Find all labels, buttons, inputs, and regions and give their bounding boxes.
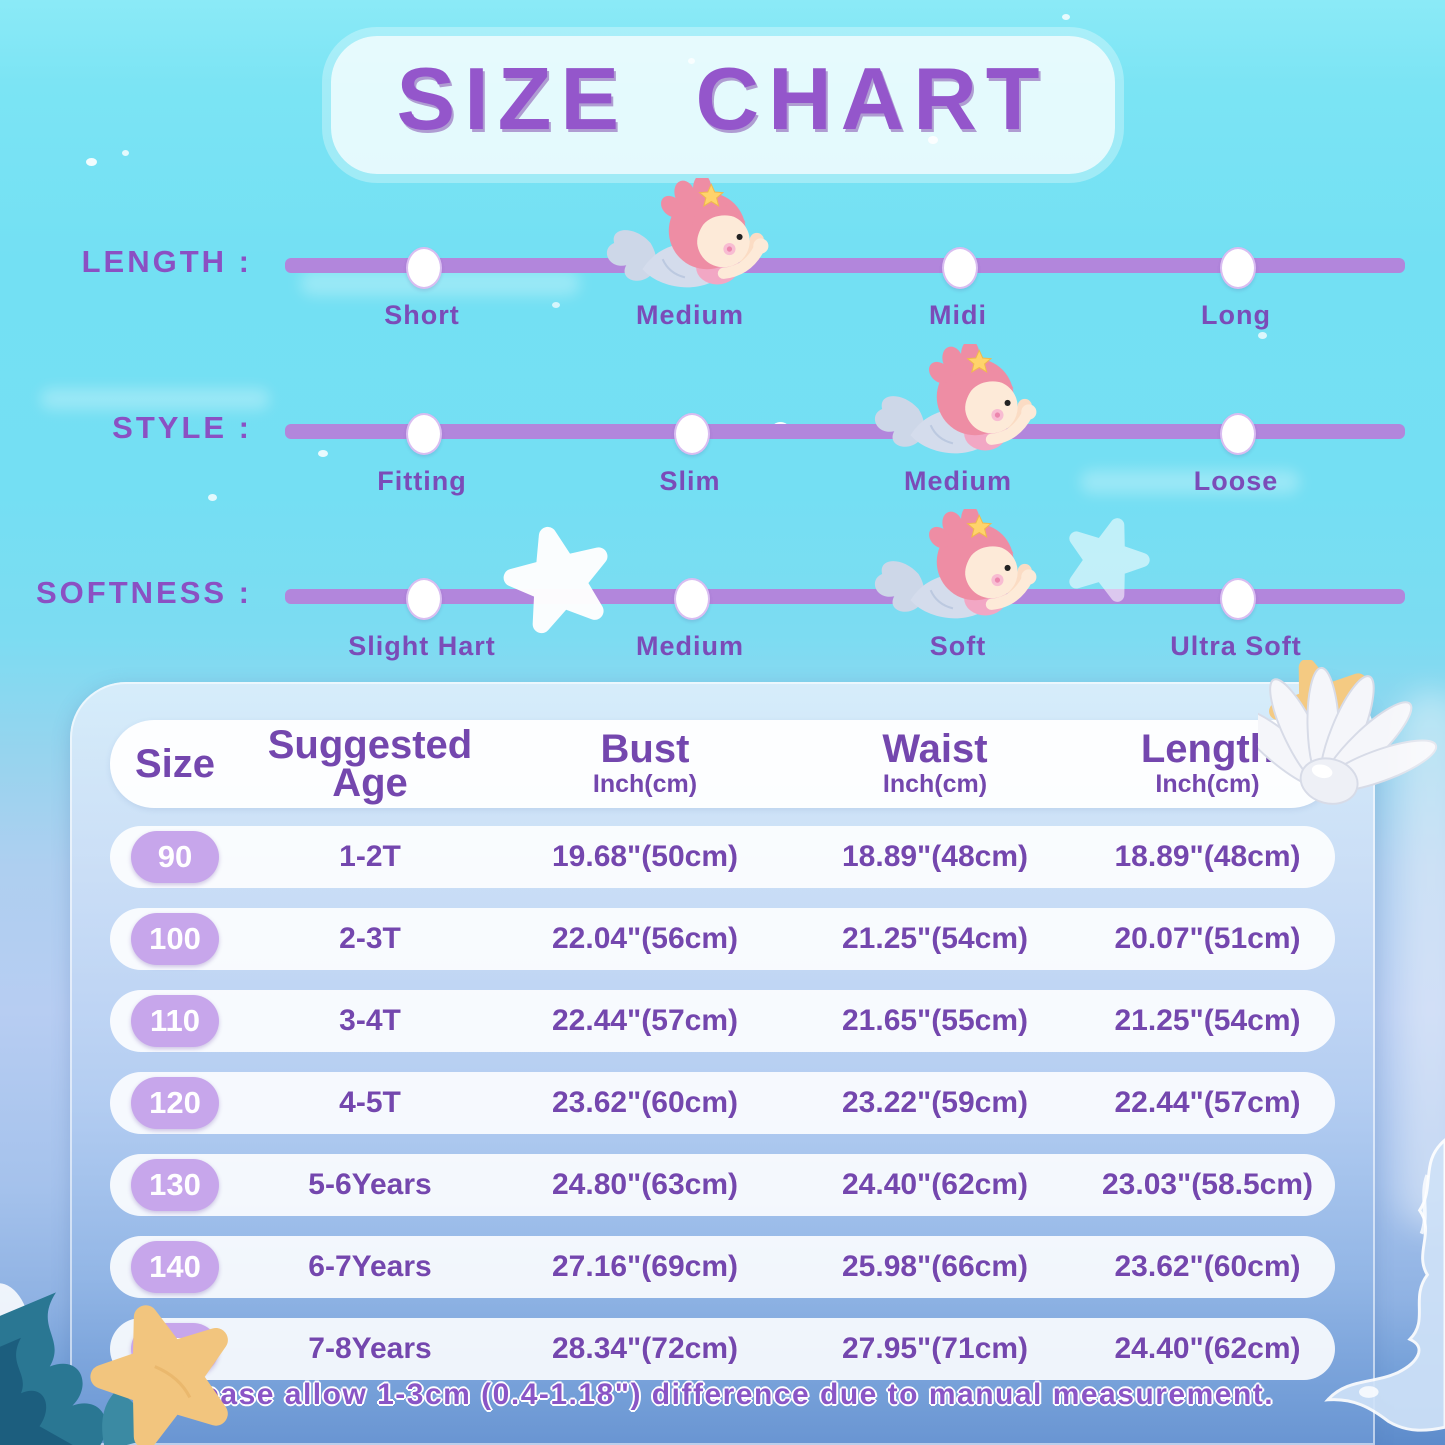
- slider-stop-dot: [1220, 578, 1256, 620]
- header-length: Length Inch(cm): [1140, 726, 1275, 798]
- water-droplet: [86, 158, 97, 166]
- table-row: 90 1-2T 19.68"(50cm) 18.89"(48cm) 18.89"…: [110, 826, 1335, 888]
- slider-stop-label: Slim: [659, 466, 721, 496]
- slider-stop-label: Ultra Soft: [1170, 631, 1302, 661]
- header-bust: Bust Inch(cm): [592, 726, 698, 798]
- slider-stop-label: Long: [1201, 300, 1271, 330]
- water-droplet: [122, 150, 129, 156]
- waist-cell: 24.40"(62cm): [841, 1168, 1028, 1201]
- slider-track: [285, 424, 1405, 439]
- bust-cell: 27.16"(69cm): [551, 1250, 738, 1283]
- bust-cell: 28.34"(72cm): [551, 1332, 738, 1365]
- mermaid-icon: [872, 344, 1044, 476]
- slider-stop-label: Short: [384, 300, 460, 330]
- size-badge: 110: [131, 995, 219, 1047]
- age-cell: 3-4T: [339, 1004, 401, 1037]
- age-cell: 4-5T: [339, 1086, 401, 1119]
- slider-stop-label: Midi: [929, 300, 987, 330]
- measurement-note: Please allow 1-3cm (0.4-1.18") differenc…: [170, 1378, 1275, 1411]
- slider-stop-label: Loose: [1193, 466, 1279, 496]
- waist-cell: 23.22"(59cm): [841, 1086, 1028, 1119]
- size-table-panel: Size Suggested Age Bust Inch(cm) Waist I…: [70, 682, 1375, 1445]
- bust-cell: 24.80"(63cm): [551, 1168, 738, 1201]
- length-cell: 20.07"(51cm): [1114, 922, 1301, 955]
- slider-softness-label: SOFTNESS :: [35, 575, 252, 610]
- water-droplet: [1062, 14, 1070, 20]
- slider-stop-dot: [406, 247, 442, 289]
- size-badge: 140: [131, 1241, 219, 1293]
- slider-stop-label: Medium: [635, 631, 744, 661]
- slider-stop-dot: [1220, 413, 1256, 455]
- table-row: 130 5-6Years 24.80"(63cm) 24.40"(62cm) 2…: [110, 1154, 1335, 1216]
- age-cell: 1-2T: [339, 840, 401, 873]
- header-waist: Waist Inch(cm): [882, 726, 988, 798]
- slider-stop-label: Soft: [929, 631, 987, 661]
- slider-stop-label: Medium: [903, 466, 1012, 496]
- table-row: 100 2-3T 22.04"(56cm) 21.25"(54cm) 20.07…: [110, 908, 1335, 970]
- age-cell: 2-3T: [339, 922, 401, 955]
- water-droplet: [552, 302, 560, 308]
- water-splash-icon: [1324, 1138, 1445, 1432]
- slider-stop-dot: [406, 413, 442, 455]
- title-banner: SIZE CHART: [330, 36, 1115, 174]
- waist-cell: 21.25"(54cm): [841, 922, 1028, 955]
- length-cell: 24.40"(62cm): [1114, 1332, 1301, 1365]
- size-badge: 90: [131, 831, 219, 883]
- shell-pearl-icon: [1258, 660, 1438, 805]
- seaweed-icon: [0, 1283, 260, 1445]
- age-cell: 5-6Years: [308, 1168, 432, 1201]
- water-droplet: [208, 494, 217, 501]
- size-badge: 120: [131, 1077, 219, 1129]
- length-cell: 23.62"(60cm): [1114, 1250, 1301, 1283]
- waist-cell: 18.89"(48cm): [841, 840, 1028, 873]
- table-header-row: Size Suggested Age Bust Inch(cm) Waist I…: [110, 720, 1335, 808]
- bust-cell: 22.44"(57cm): [551, 1004, 738, 1037]
- slider-style-label: STYLE :: [112, 410, 252, 445]
- water-droplet: [318, 450, 328, 457]
- age-cell: 6-7Years: [308, 1250, 432, 1283]
- slider-track: [285, 258, 1405, 273]
- mermaid-icon: [604, 178, 776, 310]
- table-row: 150 7-8Years 28.34"(72cm) 27.95"(71cm) 2…: [110, 1318, 1335, 1380]
- bust-cell: 19.68"(50cm): [551, 840, 738, 873]
- table-row: 140 6-7Years 27.16"(69cm) 25.98"(66cm) 2…: [110, 1236, 1335, 1298]
- length-cell: 21.25"(54cm): [1114, 1004, 1301, 1037]
- slider-stop-dot: [1220, 247, 1256, 289]
- mermaid-icon: [872, 509, 1044, 641]
- waist-cell: 25.98"(66cm): [841, 1250, 1028, 1283]
- water-highlight: [1080, 470, 1300, 494]
- water-splash-icon: [1399, 690, 1445, 1230]
- slider-length-label: LENGTH :: [81, 244, 252, 279]
- header-size: Size: [134, 742, 216, 786]
- size-badge: 100: [131, 913, 219, 965]
- size-badge: 130: [131, 1159, 219, 1211]
- water-droplet: [1258, 332, 1267, 339]
- waist-cell: 21.65"(55cm): [841, 1004, 1028, 1037]
- length-cell: 23.03"(58.5cm): [1101, 1168, 1314, 1201]
- age-cell: 7-8Years: [308, 1332, 432, 1365]
- slider-stop-dot: [942, 247, 978, 289]
- slider-stop-dot: [674, 578, 710, 620]
- header-suggested-age: Suggested Age: [267, 723, 473, 805]
- bust-cell: 23.62"(60cm): [551, 1086, 738, 1119]
- slider-stop-dot: [674, 413, 710, 455]
- table-row: 120 4-5T 23.62"(60cm) 23.22"(59cm) 22.44…: [110, 1072, 1335, 1134]
- waist-cell: 27.95"(71cm): [841, 1332, 1028, 1365]
- table-row: 110 3-4T 22.44"(57cm) 21.65"(55cm) 21.25…: [110, 990, 1335, 1052]
- slider-stop-label: Slight Hart: [348, 631, 496, 661]
- slider-stop-dot: [406, 578, 442, 620]
- length-cell: 18.89"(48cm): [1114, 840, 1301, 873]
- slider-stop-label: Fitting: [377, 466, 467, 496]
- water-highlight: [40, 388, 270, 410]
- length-cell: 22.44"(57cm): [1114, 1086, 1301, 1119]
- slider-stop-label: Medium: [635, 300, 744, 330]
- page-title: SIZE CHART: [396, 49, 1049, 148]
- bust-cell: 22.04"(56cm): [551, 922, 738, 955]
